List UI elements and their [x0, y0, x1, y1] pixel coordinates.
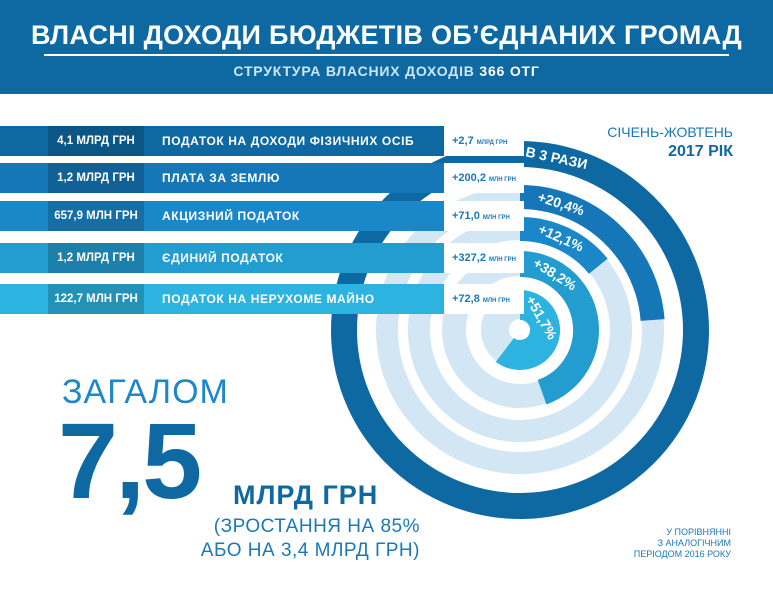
revenue-amount: 122,7 МЛН ГРН: [54, 293, 138, 305]
delta-value: +200,2: [452, 172, 490, 184]
period-label: СІЧЕНЬ-ЖОВТЕНЬ 2017 РІК: [607, 123, 733, 161]
revenue-delta: +200,2 МЛН ГРН: [444, 163, 524, 193]
amount-box: [48, 163, 144, 193]
revenue-delta: +2,7 МЛРД ГРН: [444, 126, 524, 156]
header-banner: [0, 0, 773, 94]
delta-value: +72,8: [452, 293, 483, 305]
period-months: СІЧЕНЬ-ЖОВТЕНЬ: [607, 124, 733, 140]
subtitle-text: СТРУКТУРА ВЛАСНИХ ДОХОДІВ: [233, 63, 475, 79]
delta-unit: МЛН ГРН: [482, 215, 510, 221]
amount-box: [48, 284, 144, 314]
comparison-note: У ПОРІВНЯННІ З АНАЛОГІЧНИМ ПЕРІОДОМ 2016…: [591, 527, 731, 560]
revenue-category: ЄДИНИЙ ПОДАТОК: [162, 251, 284, 265]
total-growth-line1: (ЗРОСТАННЯ НА 85%: [213, 516, 420, 537]
revenue-amount: 1,2 МЛРД ГРН: [57, 172, 135, 184]
amount-box: [48, 243, 144, 273]
revenue-bar: [0, 243, 444, 273]
ring-arc: [331, 141, 709, 519]
delta-value: +2,7: [452, 135, 477, 147]
revenue-row: 1,2 МЛРД ГРН ПЛАТА ЗА ЗЕМЛЮ +200,2 МЛН ГРН: [0, 163, 524, 193]
revenue-amount: 4,1 МЛРД ГРН: [57, 135, 135, 147]
page-title: ВЛАСНІ ДОХОДИ БЮДЖЕТІВ ОБ’ЄДНАНИХ ГРОМАД: [30, 20, 743, 50]
comparison-line3: ПЕРІОДОМ 2016 РОКУ: [633, 549, 731, 559]
amount-box: [48, 126, 144, 156]
total-unit: МЛРД ГРН: [233, 480, 379, 510]
comparison-line2: З АНАЛОГІЧНИМ: [657, 538, 731, 548]
ring-arc: [519, 185, 665, 322]
revenue-bar: [0, 201, 444, 231]
revenue-category: АКЦИЗНИЙ ПОДАТОК: [162, 209, 300, 223]
revenue-row: 657,9 МЛН ГРН АКЦИЗНИЙ ПОДАТОК +71,0 МЛН Г…: [0, 201, 524, 231]
revenue-category: ПОДАТОК НА НЕРУХОМЕ МАЙНО: [162, 292, 375, 306]
revenue-bar: [0, 284, 444, 314]
total-growth-note: (ЗРОСТАННЯ НА 85% АБО НА 3,4 МЛРД ГРН): [150, 515, 420, 563]
revenue-row: 122,7 МЛН ГРН ПОДАТОК НА НЕРУХОМЕ МАЙНО +7…: [0, 284, 524, 314]
revenue-amount: 1,2 МЛРД ГРН: [57, 252, 135, 264]
total-label: ЗАГАЛОМ: [62, 373, 229, 411]
delta-unit: МЛН ГРН: [482, 298, 510, 304]
delta-unit: МЛН ГРН: [489, 257, 516, 263]
total-growth-line2: АБО НА 3,4 МЛРД ГРН): [200, 540, 420, 561]
period-year: 2017 РІК: [668, 143, 733, 160]
revenue-delta: +71,0 МЛН ГРН: [444, 201, 524, 231]
subtitle-count: 366 ОТГ: [479, 63, 540, 79]
comparison-line1: У ПОРІВНЯННІ: [666, 527, 731, 537]
delta-unit: МЛН ГРН: [489, 177, 516, 183]
title-underline: [44, 54, 729, 56]
revenue-bar: [0, 126, 444, 156]
revenue-amount: 657,9 МЛН ГРН: [54, 210, 138, 222]
delta-unit: МЛРД ГРН: [476, 140, 508, 146]
revenue-category: ПЛАТА ЗА ЗЕМЛЮ: [162, 171, 280, 185]
revenue-category: ПОДАТОК НА ДОХОДИ ФІЗИЧНИХ ОСІБ: [162, 134, 415, 148]
revenue-row: 1,2 МЛРД ГРН ЄДИНИЙ ПОДАТОК +327,2 МЛН ГРН: [0, 243, 524, 273]
ring-arc: [495, 290, 560, 370]
revenue-row: 4,1 МЛРД ГРН ПОДАТОК НА ДОХОДИ ФІЗИЧНИХ О…: [0, 126, 524, 156]
ring-arc: [519, 217, 608, 275]
revenue-delta: +72,8 МЛН ГРН: [444, 284, 524, 314]
page-subtitle: СТРУКТУРА ВЛАСНИХ ДОХОДІВ 366 ОТГ: [0, 63, 773, 79]
total-value: 7,5: [58, 400, 202, 521]
delta-value: +71,0: [452, 210, 483, 222]
delta-value: +327,2: [452, 252, 490, 264]
amount-box: [48, 201, 144, 231]
revenue-bar: [0, 163, 444, 193]
revenue-delta: +327,2 МЛН ГРН: [444, 243, 524, 273]
ring-arc: [519, 251, 599, 405]
